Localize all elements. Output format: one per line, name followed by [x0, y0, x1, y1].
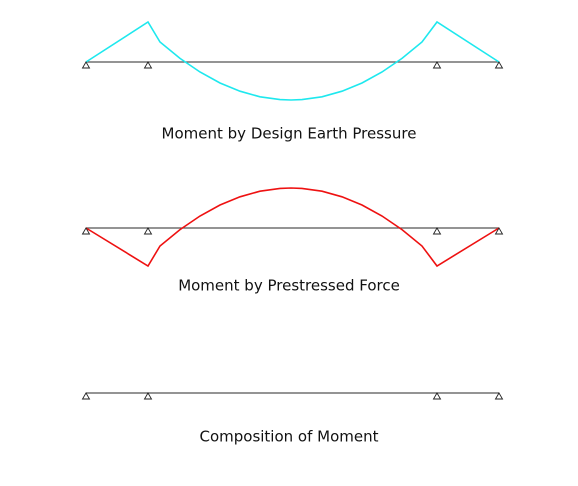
- caption: Moment by Design Earth Pressure: [162, 125, 417, 143]
- caption: Moment by Prestressed Force: [178, 277, 400, 295]
- supports: [82, 392, 503, 400]
- moment-curve: [85, 20, 500, 101]
- panel-composition: Composition of Moment: [82, 392, 503, 446]
- supports: [82, 61, 503, 69]
- panel-prestressed-force: Moment by Prestressed Force: [82, 187, 503, 295]
- panel-earth-pressure: Moment by Design Earth Pressure: [82, 20, 503, 143]
- supports: [82, 227, 503, 235]
- moment-curve: [85, 187, 500, 268]
- caption: Composition of Moment: [199, 428, 378, 446]
